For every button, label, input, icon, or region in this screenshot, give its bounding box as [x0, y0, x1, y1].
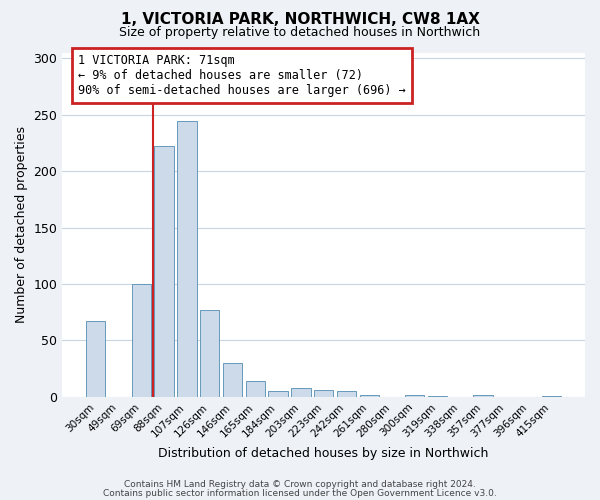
Bar	[405, 394, 424, 397]
Bar	[177, 122, 197, 397]
Bar	[359, 394, 379, 397]
Bar	[473, 394, 493, 397]
Bar	[542, 396, 561, 397]
Text: Contains public sector information licensed under the Open Government Licence v3: Contains public sector information licen…	[103, 488, 497, 498]
Text: 1 VICTORIA PARK: 71sqm
← 9% of detached houses are smaller (72)
90% of semi-deta: 1 VICTORIA PARK: 71sqm ← 9% of detached …	[78, 54, 406, 97]
Bar	[291, 388, 311, 397]
Bar	[268, 392, 288, 397]
Y-axis label: Number of detached properties: Number of detached properties	[15, 126, 28, 323]
Bar	[245, 381, 265, 397]
Bar	[223, 363, 242, 397]
Text: Size of property relative to detached houses in Northwich: Size of property relative to detached ho…	[119, 26, 481, 39]
Bar	[131, 284, 151, 397]
Text: 1, VICTORIA PARK, NORTHWICH, CW8 1AX: 1, VICTORIA PARK, NORTHWICH, CW8 1AX	[121, 12, 479, 28]
Bar	[86, 322, 106, 397]
Bar	[200, 310, 220, 397]
Bar	[314, 390, 334, 397]
Bar	[154, 146, 174, 397]
Bar	[337, 392, 356, 397]
Bar	[428, 396, 447, 397]
Text: Contains HM Land Registry data © Crown copyright and database right 2024.: Contains HM Land Registry data © Crown c…	[124, 480, 476, 489]
X-axis label: Distribution of detached houses by size in Northwich: Distribution of detached houses by size …	[158, 447, 489, 460]
